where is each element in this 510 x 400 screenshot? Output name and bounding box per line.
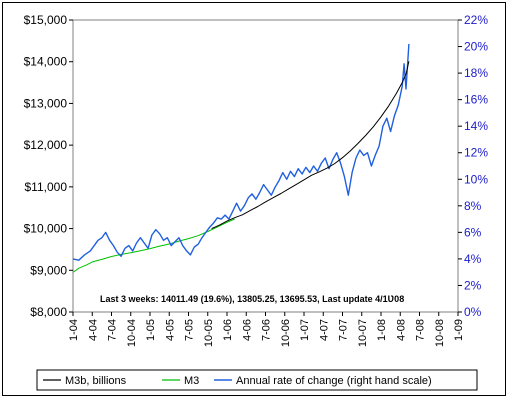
x-axis-tick-label: 1-05	[145, 319, 157, 341]
left-axis-tick-label: $15,000	[24, 13, 68, 27]
right-axis-tick-label: 8%	[464, 199, 482, 213]
series-layer	[72, 43, 410, 273]
chart-annotation: Last 3 weeks: 14011.49 (19.6%), 13805.25…	[100, 294, 404, 304]
right-axis-tick-label: 14%	[464, 119, 488, 133]
left-axis: $8,000 $9,000 $10,000 $11,000 $12,000 $13,000…	[24, 13, 73, 319]
x-axis-tick-label: 4-07	[318, 319, 330, 341]
right-axis-tick-label: 10%	[464, 172, 488, 186]
legend-box	[36, 369, 478, 391]
left-axis-tick-label: $11,000	[25, 180, 68, 194]
x-axis-tick-label: 1-04	[68, 319, 80, 341]
x-axis-tick-label: 4-08	[395, 319, 407, 341]
x-axis-tick-label: 10-06	[280, 319, 292, 347]
right-axis-tick-label: 4%	[464, 252, 482, 266]
x-axis-tick-label: 1-08	[376, 319, 388, 341]
x-axis-tick-label: 10-07	[357, 319, 369, 347]
x-axis-tick-label: 7-08	[415, 319, 427, 341]
series-line-m3b	[211, 61, 410, 230]
series-line-m3	[72, 218, 235, 273]
x-axis-tick-label: 7-07	[338, 319, 350, 341]
x-axis: 1-04 4-04 7-04 10-04 1-05 4-05 7-05 10-05 1-06 4-…	[68, 312, 465, 347]
right-axis-tick-label: 12%	[464, 146, 488, 160]
right-axis-tick-label: 22%	[464, 13, 488, 27]
x-axis-tick-label: 10-08	[434, 319, 446, 347]
left-axis-tick-label: $13,000	[24, 96, 68, 110]
x-axis-tick-label: 1-06	[222, 319, 234, 341]
right-axis: 0% 2% 4% 6% 8% 10% 12% 14% 16% 18% 20% 22%	[458, 13, 488, 319]
right-axis-tick-label: 20%	[464, 40, 488, 54]
legend-label-m3: M3	[184, 375, 199, 387]
left-axis-tick-label: $8,000	[30, 305, 67, 319]
plot-border	[72, 19, 459, 313]
x-axis-tick-label: 1-09	[453, 319, 465, 341]
x-axis-tick-label: 4-06	[241, 319, 253, 341]
legend-label-m3b: M3b, billions	[65, 375, 127, 387]
legend-label-rate: Annual rate of change (right hand scale)	[236, 375, 432, 387]
chart-svg: $8,000 $9,000 $10,000 $11,000 $12,000 $13,000…	[24, 13, 488, 391]
chart-frame: $8,000 $9,000 $10,000 $11,000 $12,000 $13,000…	[2, 2, 506, 396]
x-axis-tick-label: 10-05	[203, 319, 215, 347]
x-axis-tick-label: 4-05	[164, 319, 176, 341]
left-axis-tick-label: $9,000	[30, 263, 67, 277]
series-line-rate	[72, 43, 410, 261]
left-axis-tick-label: $12,000	[24, 138, 68, 152]
right-axis-tick-label: 6%	[464, 225, 482, 239]
right-axis-tick-label: 0%	[464, 305, 482, 319]
x-axis-tick-label: 7-06	[261, 319, 273, 341]
x-axis-tick-label: 10-04	[126, 319, 138, 347]
x-axis-tick-label: 7-04	[107, 319, 119, 341]
x-axis-tick-label: 7-05	[184, 319, 196, 341]
legend: M3b, billions M3 Annual rate of change (…	[36, 369, 478, 391]
right-axis-tick-label: 18%	[464, 66, 488, 80]
left-axis-tick-label: $14,000	[24, 55, 68, 69]
x-axis-tick-label: 1-07	[299, 319, 311, 341]
plot-area	[72, 19, 459, 313]
right-axis-tick-label: 16%	[464, 93, 488, 107]
right-axis-tick-label: 2%	[464, 278, 482, 292]
x-axis-tick-label: 4-04	[87, 319, 99, 341]
left-axis-tick-label: $10,000	[24, 222, 68, 236]
